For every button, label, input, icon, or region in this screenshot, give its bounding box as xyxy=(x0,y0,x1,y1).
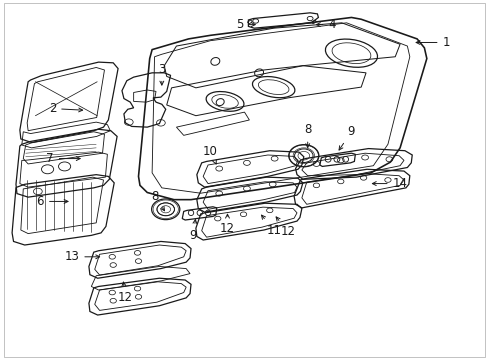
Text: 13: 13 xyxy=(64,250,100,263)
Text: 11: 11 xyxy=(261,215,281,237)
Text: 6: 6 xyxy=(37,195,68,208)
Text: 4: 4 xyxy=(316,18,335,31)
Text: 9: 9 xyxy=(189,220,197,242)
Text: 2: 2 xyxy=(49,102,82,115)
Text: 12: 12 xyxy=(220,214,235,235)
Text: 8: 8 xyxy=(304,123,311,148)
Text: 10: 10 xyxy=(203,145,218,164)
Text: 9: 9 xyxy=(338,125,354,150)
Text: 5: 5 xyxy=(236,18,255,31)
Text: 8: 8 xyxy=(151,190,164,211)
Text: 7: 7 xyxy=(46,152,80,165)
Text: 1: 1 xyxy=(415,36,449,49)
Text: 3: 3 xyxy=(158,63,165,85)
Text: 12: 12 xyxy=(276,217,295,238)
Text: 14: 14 xyxy=(371,177,407,190)
Text: 12: 12 xyxy=(118,282,133,305)
